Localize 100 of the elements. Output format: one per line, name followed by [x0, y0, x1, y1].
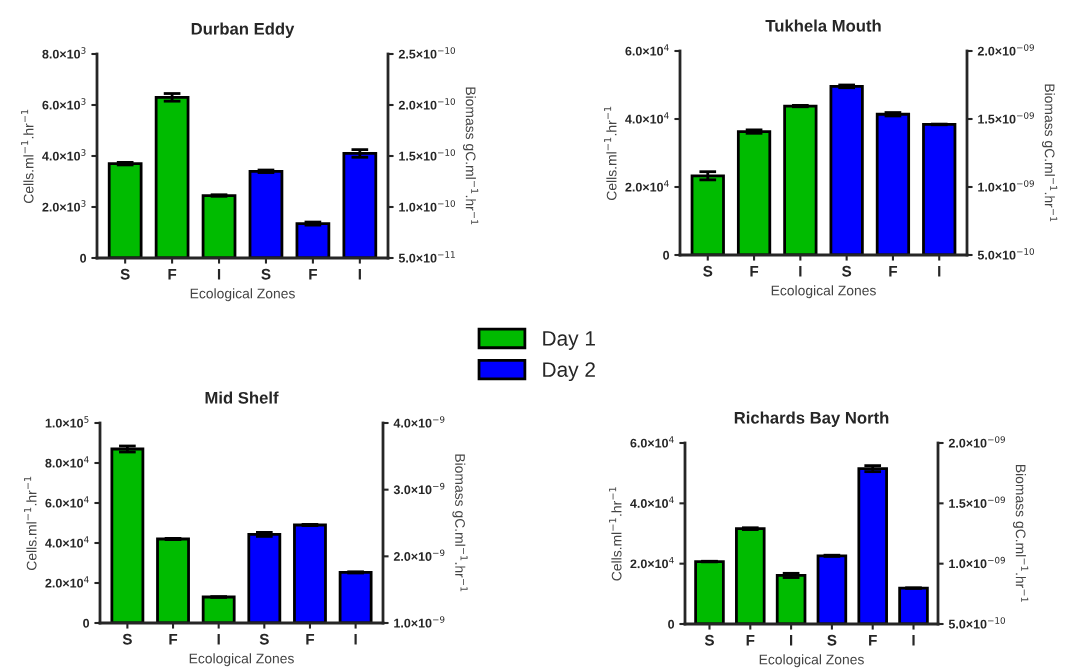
legend-label: Day 1 [543, 331, 595, 350]
y-tick-label: 1.0×10$^{5}$ [45, 416, 89, 428]
y2-tick-label: 1.0×10$^{−09}$ [949, 556, 1005, 569]
y2-tick-label: 3.0×10$^{−9}$ [393, 482, 445, 495]
y-tick-label: 2.0×10$^{4}$ [625, 180, 669, 192]
x-tick-label: I [799, 265, 802, 277]
x-axis-title: Ecological Zones [759, 654, 864, 668]
bar [829, 84, 864, 255]
y2-tick-label: 1.0×10$^{−9}$ [394, 616, 445, 628]
bar [154, 95, 190, 258]
y-tick-label: 6.0×10$^{4}$ [45, 496, 89, 508]
bar [293, 523, 327, 623]
x-tick-label: F [309, 268, 318, 280]
x-tick-label: S [122, 633, 132, 645]
y2-tick-label: 1.0×10$^{−10}$ [399, 200, 455, 212]
bar [338, 571, 373, 623]
bar [775, 574, 807, 624]
bar [295, 222, 331, 258]
y2-axis-title: Biomass gC.ml$^{−1}$.hr$^{−1}$ [1041, 84, 1058, 222]
x-tick-label: S [703, 265, 713, 277]
y2-axis-title: Biomass gC.ml$^{−1}$.hr$^{−1}$ [1012, 464, 1029, 602]
y-tick-label: 0 [668, 619, 675, 629]
y2-tick-label: 2.0×10$^{−9}$ [393, 549, 445, 561]
x-tick-label: S [841, 265, 852, 277]
bar [247, 533, 282, 623]
y2-tick-label: 1.5×10$^{−09}$ [949, 496, 1005, 508]
y-tick-label: 0 [80, 253, 87, 263]
y-tick-label: 4.0×10$^{4}$ [45, 536, 89, 548]
x-tick-label: I [217, 268, 221, 280]
x-tick-label: F [889, 265, 898, 277]
bar [690, 174, 725, 255]
y2-tick-label: 5.0×10$^{−10}$ [948, 617, 1005, 629]
y2-tick-label: 2.0×10$^{−10}$ [398, 98, 455, 110]
y-tick-label: 0 [663, 250, 670, 260]
x-tick-label: F [168, 268, 177, 280]
y2-tick-label: 2.5×10$^{−10}$ [398, 47, 455, 59]
y-tick-label: 0 [83, 618, 90, 628]
y-tick-label: 4.0×10$^{3}$ [42, 149, 86, 161]
y-tick-label: 4.0×10$^{4}$ [625, 112, 669, 124]
bar [816, 554, 848, 624]
bar [201, 194, 237, 258]
y2-tick-label: 1.5×10$^{−09}$ [978, 112, 1034, 124]
y-tick-label: 4.0×10$^{4}$ [630, 496, 674, 508]
x-tick-label: S [704, 634, 714, 646]
x-tick-label: S [261, 268, 271, 280]
y-tick-label: 8.0×10$^{4}$ [45, 456, 89, 468]
bar [922, 123, 957, 255]
y-tick-label: 6.0×10$^{4}$ [630, 436, 674, 448]
x-tick-label: F [869, 634, 877, 646]
y2-tick-label: 5.0×10$^{−11}$ [398, 251, 455, 263]
bar [735, 527, 766, 624]
bar [736, 130, 772, 255]
bar [201, 595, 236, 623]
y-tick-label: 2.0×10$^{4}$ [630, 556, 674, 569]
x-tick-label: F [746, 634, 755, 646]
y-tick-label: 6.0×10$^{4}$ [625, 44, 669, 56]
bar [110, 447, 145, 623]
x-tick-label: S [827, 634, 837, 646]
y2-tick-label: 5.0×10$^{−10}$ [977, 248, 1034, 260]
bar [248, 169, 284, 258]
chart-title: Durban Eddy [191, 22, 295, 39]
y2-tick-label: 2.0×10$^{−09}$ [948, 436, 1005, 448]
bar [898, 586, 929, 624]
y2-tick-label: 4.0×10$^{−9}$ [393, 416, 445, 428]
bar [857, 467, 888, 624]
y-tick-label: 8.0×10$^{3}$ [42, 47, 86, 59]
x-tick-label: F [750, 265, 759, 277]
y-tick-label: 2.0×10$^{3}$ [42, 200, 86, 212]
y2-axis-title: Biomass gC.ml$^{−1}$.hr$^{−1}$ [462, 87, 479, 225]
chart-title: Tukhela Mouth [765, 19, 881, 32]
y-axis-title: Cells.ml$^{−1}$.hr$^{−1}$ [609, 487, 622, 581]
chart-title: Richards Bay North [734, 411, 889, 428]
y2-tick-label: 1.5×10$^{−10}$ [399, 149, 455, 161]
x-axis-title: Ecological Zones [190, 288, 295, 302]
x-tick-label: I [354, 633, 357, 645]
x-tick-label: I [217, 633, 220, 645]
y2-axis-title: Biomass gC.ml$^{−1}$.hr$^{−1}$ [452, 454, 468, 592]
x-tick-label: S [259, 633, 269, 645]
chart-title: Mid Shelf [205, 391, 279, 404]
x-axis-title: Ecological Zones [189, 653, 294, 667]
y2-tick-label: 1.0×10$^{−09}$ [978, 180, 1034, 192]
y-tick-label: 6.0×10$^{3}$ [42, 98, 86, 110]
y-axis-title: Cells.ml$^{−1}$.hr$^{−1}$ [21, 109, 34, 203]
x-tick-label: F [306, 633, 315, 645]
bar [342, 152, 378, 258]
y-axis-title: Cells.ml$^{−1}$.hr$^{−1}$ [24, 476, 37, 570]
x-tick-label: I [938, 265, 941, 277]
y-axis-title: Cells.ml$^{−1}$.hr$^{−1}$ [604, 106, 617, 200]
x-tick-label: F [169, 633, 178, 645]
bar [875, 112, 911, 255]
y-tick-label: 2.0×10$^{4}$ [45, 576, 89, 588]
x-tick-label: S [120, 268, 130, 280]
y2-tick-label: 2.0×10$^{−09}$ [977, 44, 1034, 56]
bar [694, 560, 725, 624]
bar [156, 537, 190, 623]
bar [107, 162, 143, 258]
x-axis-title: Ecological Zones [771, 285, 876, 299]
legend-label: Day 2 [543, 362, 595, 382]
x-tick-label: I [912, 634, 915, 646]
bar [783, 104, 818, 255]
